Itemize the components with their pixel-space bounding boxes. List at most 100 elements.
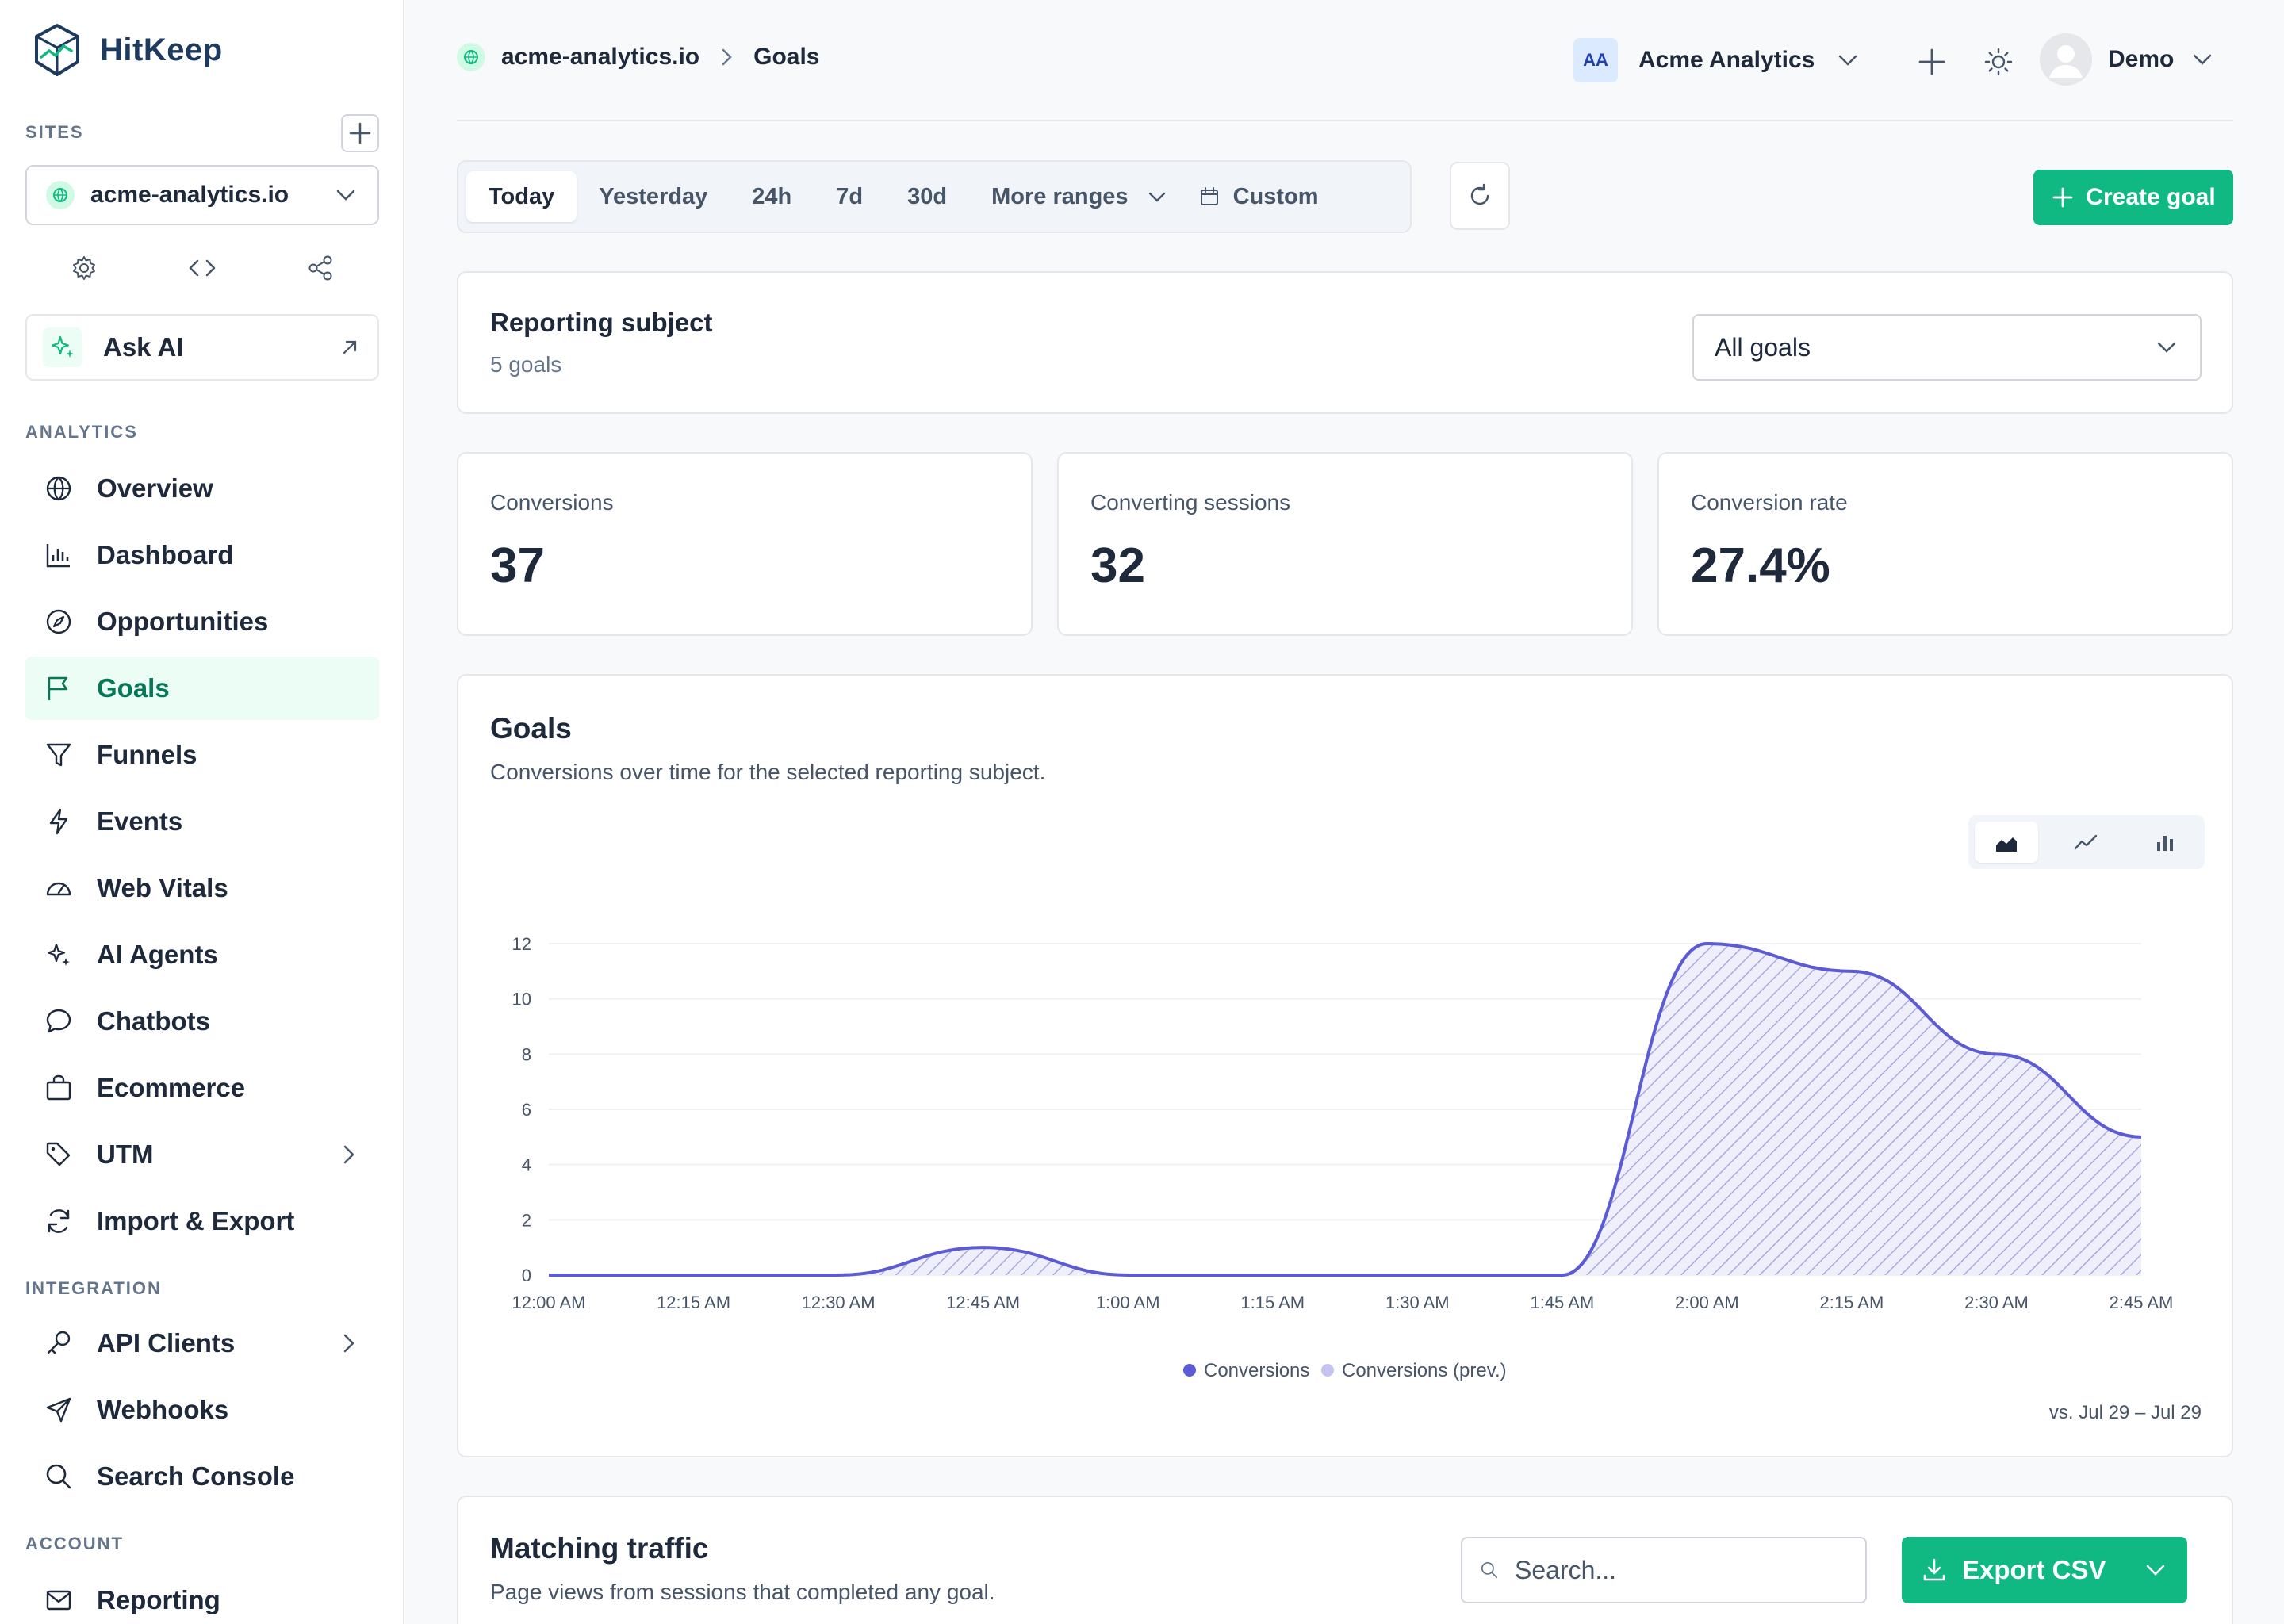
- legend-swatch: [1321, 1364, 1334, 1377]
- nav-item-api-clients[interactable]: API Clients: [25, 1312, 379, 1375]
- nav-item-web-vitals[interactable]: Web Vitals: [25, 856, 379, 920]
- nav-item-ai-agents[interactable]: AI Agents: [25, 923, 379, 986]
- date-range-selector: Today Yesterday 24h 7d 30d More ranges C…: [457, 160, 1412, 233]
- gear-icon[interactable]: [68, 252, 100, 284]
- range-today-button[interactable]: Today: [466, 171, 577, 222]
- x-tick-label: 12:45 AM: [946, 1293, 1020, 1312]
- sync-icon: [43, 1205, 75, 1237]
- code-icon[interactable]: [186, 252, 218, 284]
- nav-item-import-export[interactable]: Import & Export: [25, 1189, 379, 1253]
- site-globe-icon: [457, 43, 485, 71]
- area-chart-button[interactable]: [1975, 822, 2038, 863]
- nav-label: Webhooks: [97, 1395, 229, 1424]
- traffic-subtitle: Page views from sessions that completed …: [490, 1580, 995, 1604]
- nav-item-reporting[interactable]: Reporting: [25, 1568, 379, 1624]
- range-7d-button[interactable]: 7d: [836, 183, 864, 209]
- nav-item-dashboard[interactable]: Dashboard: [25, 523, 379, 587]
- nav-item-opportunities[interactable]: Opportunities: [25, 590, 379, 653]
- y-tick-label: 4: [522, 1155, 531, 1175]
- sun-icon[interactable]: [1981, 44, 2016, 79]
- download-icon: [1923, 1558, 1945, 1581]
- nav-item-utm[interactable]: UTM: [25, 1123, 379, 1186]
- nav-label: Events: [97, 806, 183, 836]
- org-switcher[interactable]: AA Acme Analytics: [1573, 38, 1861, 82]
- search-icon: [1481, 1561, 1498, 1579]
- create-goal-button[interactable]: Create goal: [2033, 170, 2233, 225]
- y-tick-label: 2: [522, 1210, 531, 1230]
- bar-chart-icon: [43, 539, 75, 571]
- site-tools: [25, 252, 379, 284]
- stat-label: Conversions: [490, 490, 614, 515]
- custom-range-button[interactable]: Custom: [1190, 171, 1341, 222]
- user-menu[interactable]: Demo: [2040, 33, 2215, 86]
- y-tick-label: 0: [522, 1266, 531, 1285]
- share-icon[interactable]: [305, 252, 336, 284]
- more-ranges-label: More ranges: [991, 183, 1129, 209]
- stat-value: 32: [1090, 538, 1145, 593]
- x-tick-label: 12:00 AM: [512, 1293, 586, 1312]
- stat-label: Conversion rate: [1691, 490, 1848, 515]
- nav-item-funnels[interactable]: Funnels: [25, 723, 379, 787]
- nav-label: Import & Export: [97, 1206, 295, 1235]
- stat-card-converting-sessions: Converting sessions 32: [1057, 452, 1633, 636]
- range-30d-button[interactable]: 30d: [907, 183, 948, 209]
- bar-chart-icon: [2157, 836, 2173, 851]
- export-csv-button[interactable]: Export CSV: [1902, 1537, 2187, 1603]
- nav-label: Web Vitals: [97, 873, 228, 902]
- globe-icon: [43, 473, 75, 504]
- x-tick-label: 2:45 AM: [2110, 1293, 2174, 1312]
- legend-swatch: [1183, 1364, 1196, 1377]
- nav-label: Search Console: [97, 1461, 295, 1491]
- reporting-subject-card: Reporting subject 5 goals All goals: [457, 271, 2233, 414]
- line-chart-button[interactable]: [2054, 822, 2117, 863]
- breadcrumb: acme-analytics.io Goals: [457, 43, 820, 71]
- chevron-right-icon: [343, 1334, 354, 1353]
- chevron-down-icon: [336, 190, 355, 201]
- goals-chart-card: 0 2 4 6 8 10 12 12:00 AM 12:15 AM 12:30 AM 12:45 A…: [457, 674, 2233, 1457]
- compass-icon: [43, 606, 75, 638]
- bag-icon: [43, 1072, 75, 1104]
- legend-label: Conversions (prev.): [1342, 1360, 1507, 1381]
- x-tick-label: 12:15 AM: [657, 1293, 730, 1312]
- site-selector[interactable]: acme-analytics.io: [25, 165, 379, 225]
- goal-select[interactable]: All goals: [1692, 314, 2202, 381]
- breadcrumb-site-link[interactable]: acme-analytics.io: [501, 44, 700, 70]
- site-globe-icon: [46, 181, 75, 209]
- more-ranges-dropdown[interactable]: More ranges: [969, 171, 1190, 222]
- nav-label: Goals: [97, 673, 170, 703]
- subject-title: Reporting subject: [490, 308, 713, 337]
- nav-item-chatbots[interactable]: Chatbots: [25, 990, 379, 1053]
- send-icon: [43, 1394, 75, 1426]
- goals-chart: 0 2 4 6 8 10 12 12:00 AM 12:15 AM 12:30 AM 12:45 A…: [512, 934, 2174, 1381]
- ask-ai-button[interactable]: Ask AI: [25, 314, 379, 381]
- x-tick-label: 1:45 AM: [1530, 1293, 1594, 1312]
- x-tick-label: 1:15 AM: [1240, 1293, 1305, 1312]
- y-tick-label: 12: [512, 934, 531, 954]
- bar-chart-button[interactable]: [2133, 822, 2197, 863]
- range-yesterday-button[interactable]: Yesterday: [599, 183, 708, 209]
- nav-item-search-console[interactable]: Search Console: [25, 1445, 379, 1508]
- nav-item-goals[interactable]: Goals: [25, 657, 379, 720]
- brand[interactable]: HitKeep: [32, 22, 223, 78]
- range-24h-button[interactable]: 24h: [752, 183, 792, 209]
- sidebar: HitKeep SITES acme-analytics.io Ask AI A…: [0, 0, 404, 1624]
- nav-label: UTM: [97, 1139, 154, 1169]
- nav-item-overview[interactable]: Overview: [25, 457, 379, 520]
- avatar: [2040, 33, 2092, 86]
- nav-item-events[interactable]: Events: [25, 790, 379, 853]
- nav-item-webhooks[interactable]: Webhooks: [25, 1378, 379, 1442]
- refresh-icon: [1470, 183, 1489, 205]
- refresh-button[interactable]: [1450, 162, 1510, 230]
- search-input[interactable]: [1515, 1555, 1848, 1585]
- series-line-conversions: [548, 941, 2142, 1277]
- tag-icon: [43, 1139, 75, 1170]
- stat-value: 37: [490, 538, 545, 593]
- x-tick-label: 1:30 AM: [1385, 1293, 1450, 1312]
- nav-label: Opportunities: [97, 607, 269, 636]
- nav-item-ecommerce[interactable]: Ecommerce: [25, 1056, 379, 1120]
- nav-label: Overview: [97, 473, 213, 503]
- plus-icon[interactable]: [1914, 44, 1949, 79]
- account-section-label: ACCOUNT: [25, 1534, 124, 1553]
- stat-card-conversions: Conversions 37: [457, 452, 1033, 636]
- add-site-button[interactable]: [341, 114, 379, 152]
